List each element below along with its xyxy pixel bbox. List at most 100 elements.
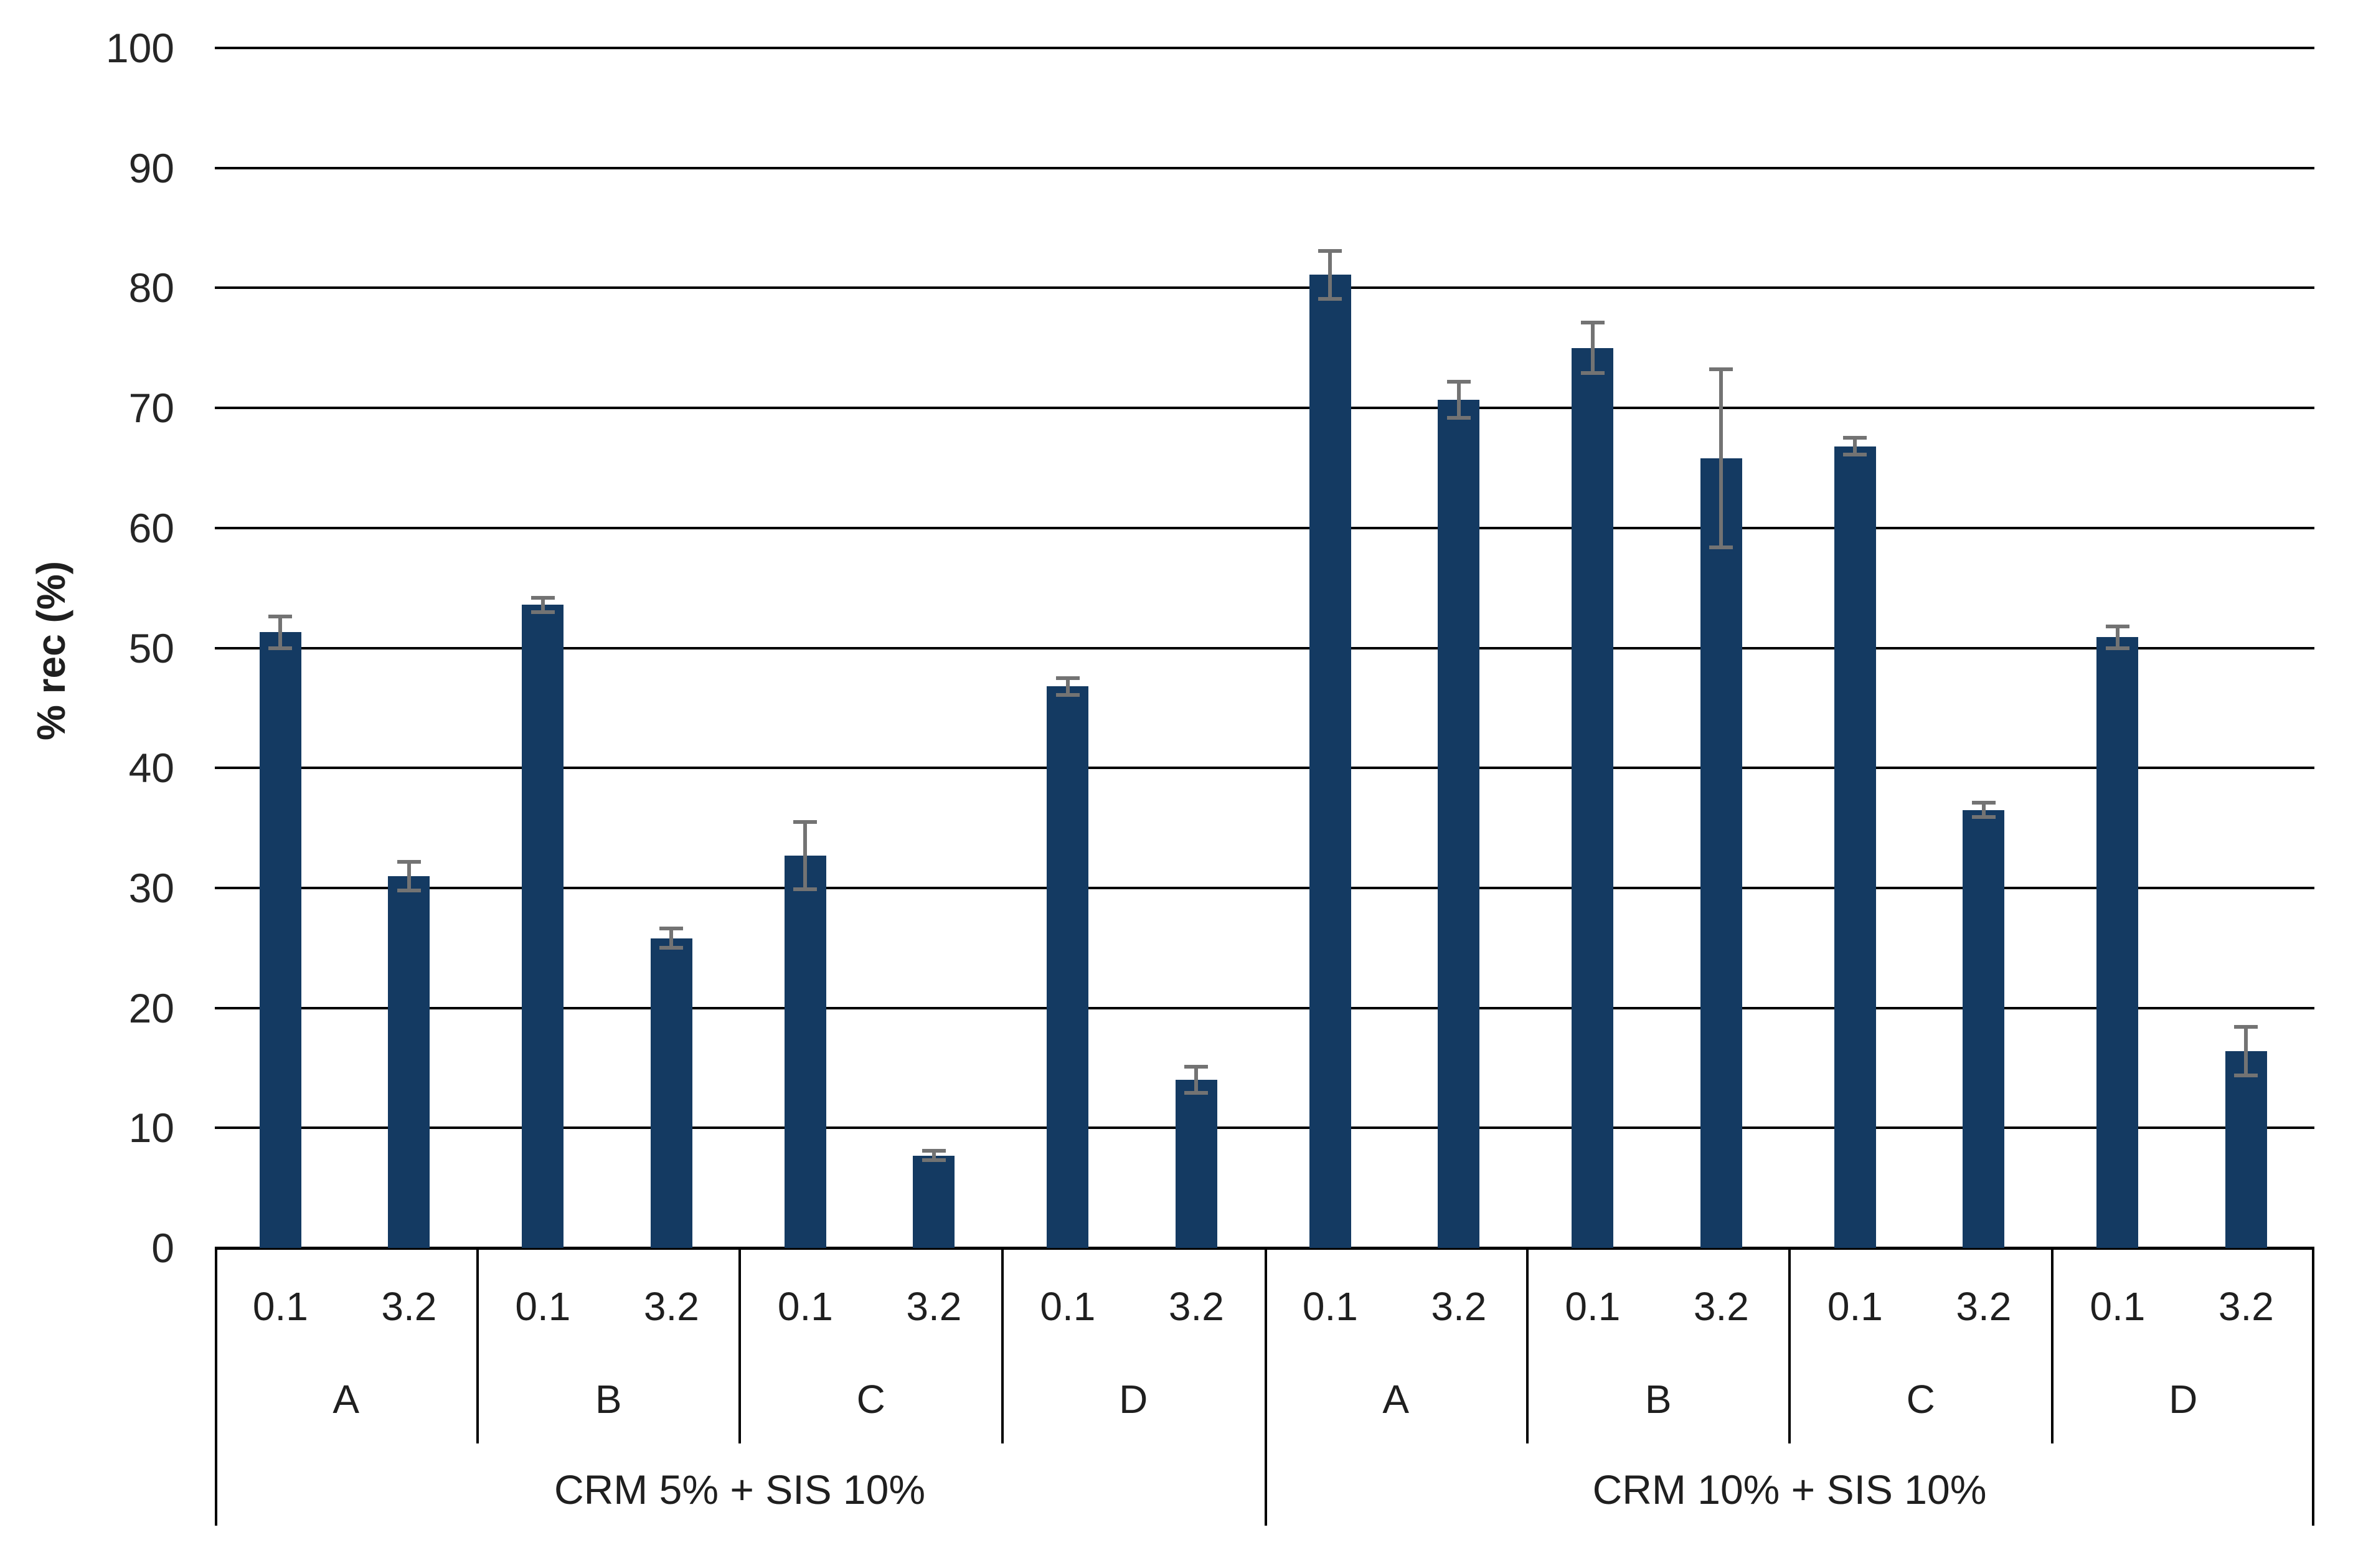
error-bar-line (1456, 381, 1461, 418)
error-bar-line (803, 821, 808, 889)
dose-label: 0.1 (1565, 1284, 1621, 1329)
error-bar-cap-top (2105, 624, 2129, 628)
error-bar-cap-top (1446, 379, 1471, 384)
dose-label: 3.2 (381, 1284, 437, 1329)
error-bar-cap-bottom (2234, 1073, 2258, 1077)
error-bar-cap-top (1055, 676, 1080, 680)
dose-label: 0.1 (1827, 1284, 1883, 1329)
bar-CRM5%+SIS10%-C-3.2 (913, 1155, 955, 1248)
letter-label: D (1119, 1377, 1148, 1422)
error-bar-cap-top (1971, 801, 1996, 805)
y-tick-label-50: 50 (128, 625, 174, 671)
error-bar-cap-bottom (1709, 545, 1733, 549)
letter-divider (2050, 1248, 2054, 1443)
bar-CRM5%+SIS10%-A-0.1 (259, 632, 301, 1248)
y-tick-label-60: 60 (128, 504, 174, 551)
gridline-100 (215, 47, 2314, 49)
letter-divider (476, 1248, 479, 1443)
error-bar-cap-bottom (793, 887, 818, 891)
gridline-40 (215, 767, 2314, 770)
y-tick-label-80: 80 (128, 265, 174, 311)
gridline-10 (215, 1126, 2314, 1130)
error-bar-cap-bottom (922, 1158, 946, 1163)
error-bar-line (669, 928, 674, 948)
gridline-60 (215, 526, 2314, 529)
error-bar-line (2115, 626, 2120, 648)
error-bar-cap-top (1843, 436, 1867, 440)
error-bar-line (1194, 1067, 1199, 1093)
error-bar-cap-top (1580, 321, 1605, 325)
dose-label: 3.2 (1168, 1284, 1224, 1329)
bar-CRM10%+SIS10%-C-3.2 (1963, 810, 2005, 1248)
dose-label: 3.2 (643, 1284, 699, 1329)
error-bar-line (1981, 803, 1986, 818)
bar-CRM5%+SIS10%-D-0.1 (1047, 686, 1089, 1248)
y-tick-label-0: 0 (151, 1225, 174, 1271)
y-tick-label-30: 30 (128, 864, 174, 911)
gridline-20 (215, 1006, 2314, 1009)
bar-CRM10%+SIS10%-D-3.2 (2225, 1051, 2267, 1248)
letter-label: B (1644, 1377, 1672, 1422)
letter-label: C (1906, 1377, 1935, 1422)
error-bar-cap-top (793, 819, 818, 824)
bar-CRM10%+SIS10%-A-3.2 (1438, 399, 1480, 1248)
group-divider (1265, 1248, 1267, 1526)
dose-label: 0.1 (1040, 1284, 1096, 1329)
dose-label: 0.1 (2090, 1284, 2146, 1329)
error-bar-line (1719, 369, 1723, 547)
error-bar-cap-top (530, 595, 555, 600)
error-bar-cap-bottom (1184, 1091, 1209, 1095)
dose-label: 3.2 (906, 1284, 962, 1329)
dose-label: 0.1 (515, 1284, 571, 1329)
error-bar-line (931, 1150, 936, 1161)
error-bar-cap-bottom (1580, 371, 1605, 375)
dose-label: 3.2 (1956, 1284, 2012, 1329)
error-bar-cap-bottom (1971, 815, 1996, 819)
error-bar-cap-bottom (1318, 296, 1342, 301)
y-tick-label-90: 90 (128, 144, 174, 191)
error-bar-cap-top (1709, 367, 1733, 372)
error-bar-cap-bottom (1446, 415, 1471, 420)
error-bar-line (1328, 250, 1332, 299)
error-bar-cap-top (268, 615, 293, 619)
gridline-50 (215, 646, 2314, 649)
gridline-70 (215, 407, 2314, 410)
dose-label: 3.2 (2218, 1284, 2274, 1329)
y-tick-label-10: 10 (128, 1105, 174, 1151)
bar-CRM10%+SIS10%-C-0.1 (1834, 446, 1876, 1248)
dose-label: 0.1 (777, 1284, 833, 1329)
group-label: CRM 5% + SIS 10% (554, 1466, 926, 1513)
error-bar-cap-bottom (397, 888, 421, 892)
gridline-90 (215, 166, 2314, 169)
error-bar-line (540, 597, 545, 612)
error-bar-cap-bottom (659, 946, 684, 950)
dose-label: 0.1 (1302, 1284, 1358, 1329)
y-tick-label-20: 20 (128, 985, 174, 1031)
letter-divider (738, 1248, 741, 1443)
y-tick-label-70: 70 (128, 385, 174, 432)
bar-CRM10%+SIS10%-B-0.1 (1572, 347, 1614, 1248)
error-bar-cap-bottom (1055, 692, 1080, 697)
gridline-30 (215, 886, 2314, 889)
letter-label: A (1382, 1377, 1410, 1422)
table-left-border (215, 1248, 217, 1526)
dose-label: 3.2 (1693, 1284, 1749, 1329)
error-bar-line (2244, 1027, 2248, 1075)
group-label: CRM 10% + SIS 10% (1592, 1466, 1987, 1513)
error-bar-cap-bottom (1843, 453, 1867, 457)
error-bar-line (407, 861, 411, 890)
error-bar-cap-top (1184, 1065, 1209, 1069)
letter-label: A (332, 1377, 360, 1422)
letter-label: B (595, 1377, 622, 1422)
error-bar-line (1853, 438, 1857, 455)
bar-CRM10%+SIS10%-D-0.1 (2096, 637, 2139, 1248)
y-tick-label-100: 100 (105, 25, 174, 71)
error-bar-cap-top (922, 1148, 946, 1153)
bar-CRM5%+SIS10%-B-0.1 (522, 605, 564, 1248)
error-bar-line (278, 616, 283, 648)
error-bar-cap-top (397, 859, 421, 864)
dose-label: 3.2 (1431, 1284, 1487, 1329)
gridline-80 (215, 286, 2314, 290)
dose-label: 0.1 (252, 1284, 308, 1329)
